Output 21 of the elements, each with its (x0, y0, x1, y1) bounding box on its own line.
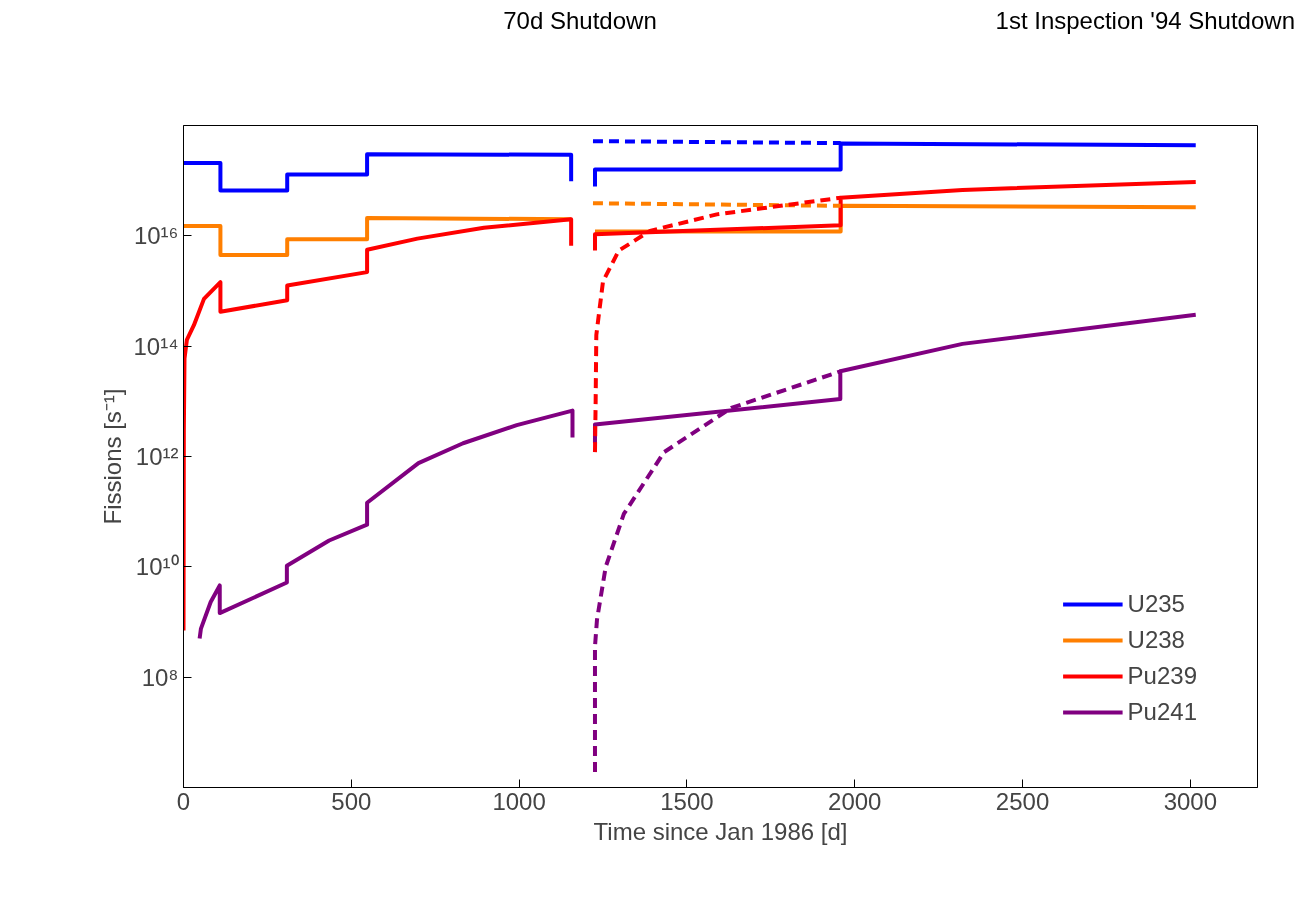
legend-label: Pu239 (1127, 661, 1197, 691)
text: 70d Shutdown (503, 6, 657, 36)
legend-label: Pu241 (1127, 697, 1197, 727)
x-tick-label: 1000 (492, 787, 546, 815)
x-tick-label: 2000 (828, 787, 882, 815)
x-tick-label: 2500 (995, 787, 1050, 815)
x-axis-title: Time since Jan 1986 [d] (593, 817, 848, 845)
text: 1st Inspection '94 Shutdown (995, 6, 1295, 36)
legend-label: U235 (1127, 589, 1185, 619)
y-axis-title: Fissions [s⁻¹] (98, 388, 126, 525)
y-tick-label: 10¹⁶ (133, 222, 179, 250)
x-tick-label: 0 (176, 787, 191, 815)
line-series (592, 195, 843, 455)
x-tick-label: 500 (331, 787, 372, 815)
y-tick-label: 10⁸ (141, 663, 179, 691)
y-tick-label: 10¹⁴ (133, 332, 179, 360)
y-tick-label: 10¹⁰ (135, 553, 179, 581)
y-tick-label: 10¹² (135, 443, 179, 470)
x-tick-label: 1500 (660, 787, 714, 815)
x-tick-label: 3000 (1163, 787, 1218, 815)
legend-label: U238 (1127, 625, 1185, 655)
